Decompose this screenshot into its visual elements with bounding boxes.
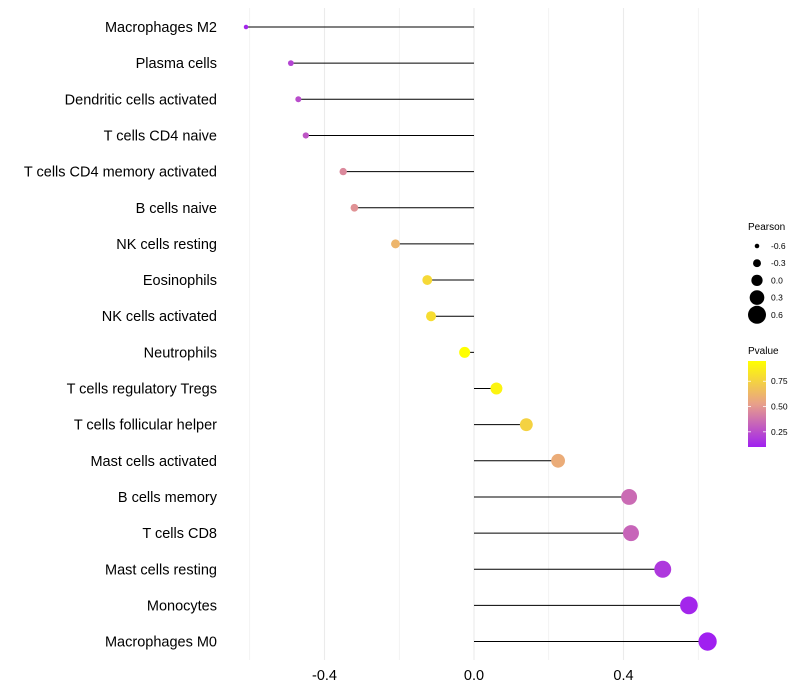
- lollipop-point: [519, 418, 533, 432]
- size-legend-key: [754, 243, 760, 249]
- lollipop-point: [698, 632, 717, 651]
- category-label: T cells CD8: [142, 526, 217, 542]
- grid-lines: [249, 8, 699, 660]
- size-legend-key: [751, 274, 763, 287]
- pvalue-legend-title: Pvalue: [748, 346, 779, 357]
- size-legend-label: 0.3: [771, 293, 783, 303]
- pearson-size-legend: Pearson -0.6 -0.3 0.0 0.3 0.6: [748, 222, 786, 324]
- size-legend-key: [748, 305, 766, 324]
- x-tick-label: 0.0: [464, 668, 484, 684]
- lollipop-point: [339, 167, 347, 176]
- lollipop-point: [391, 239, 400, 249]
- category-label: T cells follicular helper: [74, 418, 217, 434]
- category-label: B cells naive: [136, 201, 217, 217]
- pvalue-legend-label: 0.50: [771, 402, 788, 412]
- lollipop-point: [302, 132, 309, 139]
- lollipop-point: [459, 346, 471, 358]
- category-label: Macrophages M2: [105, 20, 217, 36]
- category-label: Neutrophils: [144, 345, 217, 361]
- category-label: NK cells resting: [116, 237, 217, 253]
- lollipop-point: [622, 525, 639, 542]
- pvalue-color-legend: Pvalue 0.75 0.50 0.25: [748, 346, 788, 447]
- category-label: Mast cells activated: [90, 454, 217, 470]
- category-label: Plasma cells: [136, 56, 217, 72]
- size-legend-label: 0.0: [771, 275, 783, 285]
- x-tick-label: -0.4: [312, 668, 337, 684]
- pvalue-legend-label: 0.75: [771, 376, 788, 386]
- category-label: B cells memory: [118, 490, 218, 506]
- category-axis-labels: Macrophages M2 Plasma cells Dendritic cell…: [24, 20, 218, 651]
- lollipop-point: [287, 60, 294, 67]
- lollipop-point: [295, 96, 302, 103]
- category-label: T cells regulatory Tregs: [67, 382, 217, 398]
- pvalue-colorbar: [748, 361, 766, 447]
- category-label: Monocytes: [147, 598, 217, 614]
- category-label: Dendritic cells activated: [65, 92, 217, 108]
- category-label: NK cells activated: [102, 309, 217, 325]
- lollipop-point: [426, 311, 437, 322]
- lollipop-point: [654, 560, 672, 578]
- lollipop-point: [621, 488, 638, 505]
- size-legend-label: -0.6: [771, 241, 786, 251]
- category-label: T cells CD4 memory activated: [24, 165, 217, 181]
- x-tick-label: 0.4: [613, 668, 633, 684]
- category-label: Mast cells resting: [105, 562, 217, 578]
- lollipop-point: [350, 203, 359, 212]
- size-legend-label: 0.6: [771, 310, 783, 320]
- size-legend-key: [749, 290, 765, 305]
- lollipop-point: [551, 453, 565, 468]
- category-label: T cells CD4 naive: [104, 128, 217, 144]
- category-label: Eosinophils: [143, 273, 217, 289]
- lollipop-point: [243, 24, 249, 30]
- pvalue-legend-label: 0.25: [771, 427, 788, 437]
- size-legend-key: [753, 259, 761, 268]
- lollipop-points: [243, 24, 717, 651]
- lollipop-stems: [246, 26, 708, 643]
- lollipop-point: [422, 275, 433, 285]
- x-axis-tick-labels: -0.4 0.0 0.4: [312, 668, 634, 684]
- size-legend-label: -0.3: [771, 258, 786, 268]
- pearson-legend-title: Pearson: [748, 222, 785, 233]
- category-label: Macrophages M0: [105, 635, 217, 651]
- lollipop-point: [680, 596, 698, 615]
- lollipop-point: [490, 382, 503, 395]
